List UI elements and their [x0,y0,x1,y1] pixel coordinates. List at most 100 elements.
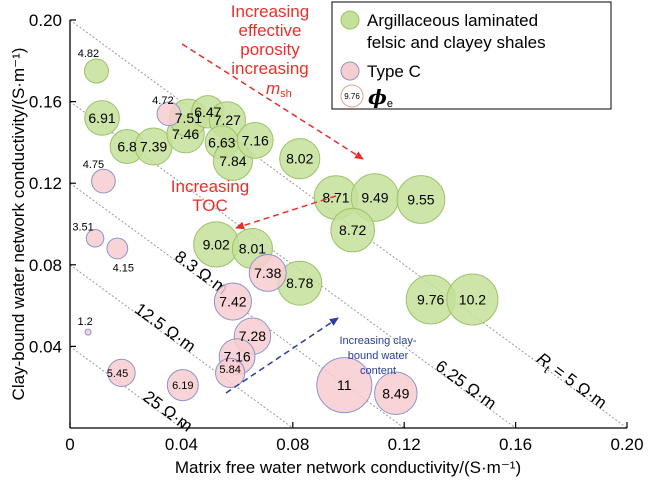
x-tick-label: 0.04 [165,435,198,454]
annotation-clay-line2: bound water [348,350,409,362]
annotation-effective-porosity: Increasing effective porosity increasing… [181,2,364,160]
bubble-type-c [156,101,182,127]
iso-label-rest: = 5 Ω·m [546,358,611,412]
legend-phi-sub: e [387,98,393,110]
annotation-msh-m: m [266,79,280,98]
annotation-msh-symbol: msh [266,79,292,100]
bubble-type-c [213,282,252,321]
bubble-value-label: 7.28 [239,328,266,344]
bubble-value-label: 5.45 [107,368,128,380]
bubble-value-label: 4.72 [152,95,173,107]
iso-label-sub: t [541,363,552,377]
legend-label-argillaceous-2: felsic and clayey shales [367,33,546,52]
bubble-argillaceous [396,175,446,224]
x-axis-ticks: 0 0.04 0.08 0.12 0.16 0.20 [65,422,644,454]
bubble-argillaceous [279,138,321,180]
bubble-argillaceous [236,121,274,159]
y-axis-title: Clay-bound water network conductivity/(S… [9,48,28,401]
bubble-value-label: 7.38 [254,265,281,281]
annotation-clay-line3: content [360,365,396,377]
bubble-value-label: 8.78 [286,275,313,291]
bubble-type-c [166,369,199,402]
bubble-value-label: 3.51 [72,221,93,233]
bubble-value-label: 6.19 [172,380,193,392]
legend-label-argillaceous-1: Argillaceous laminated [367,11,538,30]
bubble-value-label: 8.01 [239,240,266,256]
bubble-value-label: 10.2 [459,291,486,307]
arrow-clay-water [225,317,339,394]
y-tick-label: 0.04 [29,337,62,356]
bubble-type-c [84,328,92,336]
arrow-effective-porosity [181,43,364,160]
bubble-value-label: 7.16 [223,349,250,365]
bubble-argillaceous [83,58,110,84]
bubble-type-c [248,254,287,292]
bubble-layer: 4.82 6.916.8 7.39 7.467.516.477.27 6.63 7.84 7… [72,48,499,416]
bubble-value-label: 8.72 [339,222,366,238]
legend-phi-label: ϕe [368,85,393,110]
legend-label-type-c: Type C [367,62,421,81]
legend-marker-argillaceous [340,10,360,30]
bubble-argillaceous [330,207,375,253]
iso-line-label: Rt = 5 Ω·m [531,349,610,415]
bubble-value-label: 8.49 [382,385,409,401]
bubble-value-label: 7.46 [172,126,199,142]
legend-box [331,1,612,110]
y-tick-label: 0.12 [29,174,62,193]
bubble-value-label: 1.2 [77,316,92,328]
bubble-value-label: 8.71 [322,189,349,205]
bubble-argillaceous [446,273,499,326]
annotation-effective-porosity-line1: Increasing [231,2,309,21]
annotation-toc: Increasing TOC [171,177,337,230]
bubble-type-c [107,358,136,388]
legend-marker-phi [340,84,364,108]
bubble-value-label: 6.63 [208,134,235,150]
bubble-value-label: 7.16 [242,132,269,148]
annotation-effective-porosity-line3: porosity [240,40,300,59]
annotation-msh-line: increasing [231,59,309,78]
bubble-value-label: 7.42 [219,294,246,310]
annotation-toc-line1: Increasing [171,177,249,196]
bubble-value-label: 11 [337,377,352,393]
bubble-value-label: 7.39 [140,138,167,154]
bubble-argillaceous [84,100,120,136]
legend-marker-type-c [340,61,360,81]
bubble-type-c [215,357,246,389]
bubble-type-c [91,168,116,194]
y-tick-label: 0.08 [29,256,62,275]
bubble-value-label: 7.27 [214,112,241,128]
y-tick-label: 0.16 [29,93,62,112]
bubble-value-label: 4.82 [78,48,99,60]
y-tick-label: 0.20 [29,11,62,30]
y-axis-ticks: 0.04 0.08 0.12 0.16 0.20 [29,11,76,356]
bubble-value-label: 9.49 [361,189,388,205]
bubble-value-label: 4.75 [83,159,104,171]
bubble-value-label: 9.55 [407,192,434,208]
x-tick-label: 0.20 [610,435,643,454]
bubble-type-c [316,357,373,414]
bubble-value-label: 6.47 [194,104,221,120]
bubble-value-label: 9.76 [417,291,444,307]
annotation-effective-porosity-line2: effective [238,21,301,40]
x-tick-label: 0.16 [499,435,532,454]
plot-frame [69,20,627,429]
legend-phi-sample: 9.76 [344,92,360,101]
bubble-value-label: 6.91 [88,110,115,126]
x-tick-label: 0 [65,435,74,454]
x-tick-label: 0.08 [276,435,309,454]
arrow-toc [235,195,337,230]
iso-line-label: 6.25 Ω·m [432,356,500,413]
bubble-value-label: 7.84 [219,153,246,169]
x-tick-label: 0.12 [388,435,421,454]
bubble-value-label: 6.8 [117,138,137,154]
bubble-type-c [85,229,105,248]
annotation-msh-sub: sh [280,88,292,100]
bubble-value-label: 8.02 [286,151,313,167]
annotation-toc-line2: TOC [192,196,228,215]
bubble-type-c [374,371,418,416]
annotation-clay-line1: Increasing clay- [339,335,416,347]
iso-line [69,345,182,429]
bubble-value-label: 5.84 [219,364,240,376]
iso-line-label: 12.5 Ω·m [131,299,199,356]
